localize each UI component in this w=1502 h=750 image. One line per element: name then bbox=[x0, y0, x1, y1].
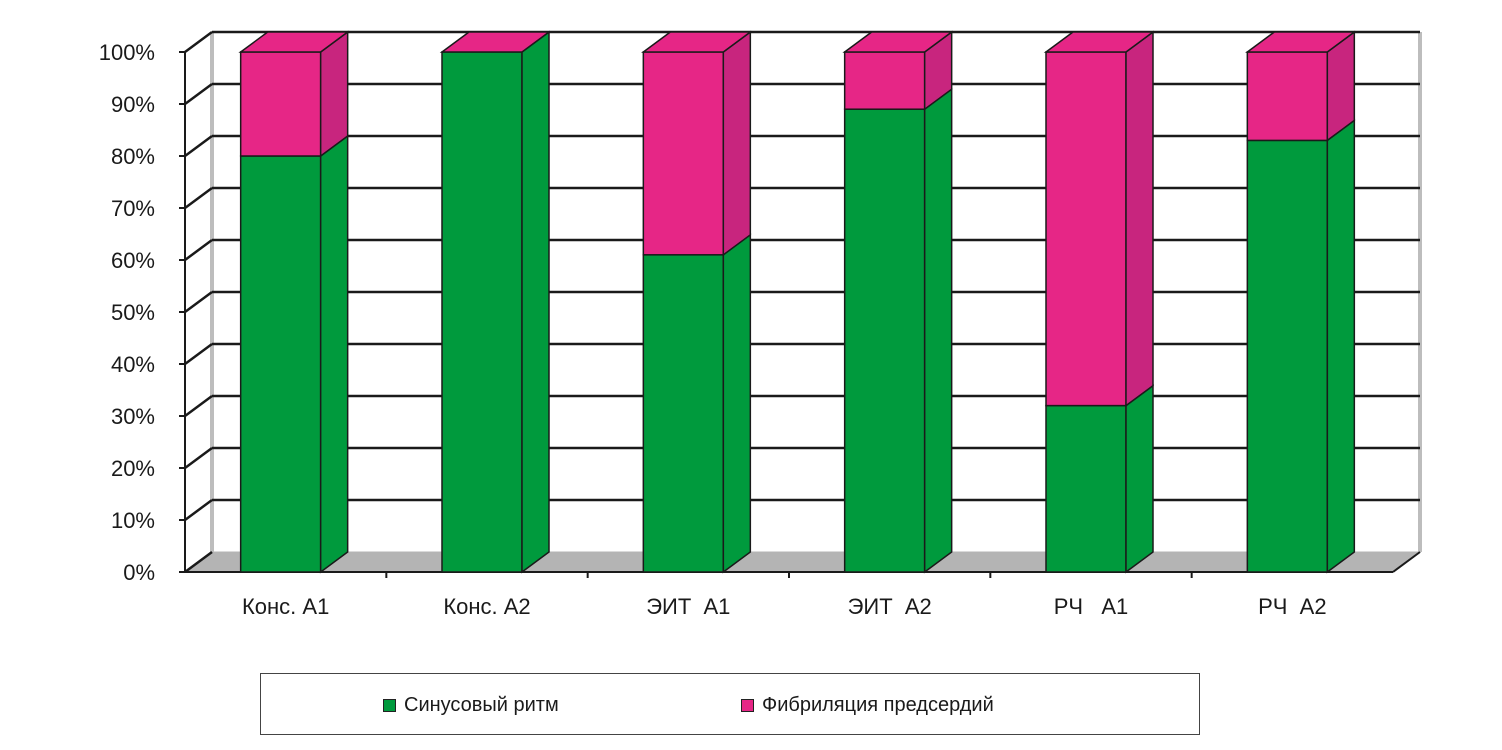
gridline-diagonal bbox=[184, 394, 213, 418]
chart-floor bbox=[183, 551, 1422, 573]
legend-label-af: Фибриляция предсердий bbox=[762, 694, 994, 716]
x-tick-label: ЭИТ А1 bbox=[646, 594, 730, 619]
y-tick-label: 40% bbox=[111, 352, 155, 377]
legend-swatch-sinus bbox=[383, 699, 396, 712]
gridline-diagonal bbox=[184, 342, 213, 366]
gridline-diagonal bbox=[184, 30, 213, 54]
gridline-diagonal bbox=[184, 82, 213, 106]
y-tick-label: 90% bbox=[111, 92, 155, 117]
bar-top-cap bbox=[842, 31, 954, 53]
y-tick-label: 70% bbox=[111, 196, 155, 221]
y-tick-label: 50% bbox=[111, 300, 155, 325]
bar-segment bbox=[239, 155, 322, 573]
bar-segment bbox=[843, 51, 926, 110]
bar-segment bbox=[1246, 139, 1329, 573]
y-tick-label: 0% bbox=[123, 560, 155, 585]
bar-segment bbox=[843, 108, 926, 573]
x-tick-label: Конс. А2 bbox=[443, 594, 530, 619]
bar-segment-side bbox=[1125, 384, 1154, 574]
chart-legend: Синусовый ритм Фибриляция предсердий bbox=[260, 673, 1200, 735]
bar-segment-side bbox=[722, 233, 752, 574]
gridline-diagonal bbox=[184, 290, 213, 314]
bar-segment bbox=[441, 51, 523, 573]
bar-segment bbox=[1246, 51, 1329, 142]
y-tick-label: 20% bbox=[111, 456, 155, 481]
x-axis-end bbox=[1392, 551, 1421, 573]
gridline-diagonal bbox=[184, 550, 213, 574]
bar-segment bbox=[642, 51, 725, 256]
bar-segment bbox=[239, 51, 322, 157]
y-tick-label: 10% bbox=[111, 508, 155, 533]
bar-segment-side bbox=[319, 30, 349, 158]
legend-swatch-af bbox=[741, 699, 754, 712]
y-tick-label: 80% bbox=[111, 144, 155, 169]
bar-segment bbox=[1045, 404, 1127, 573]
x-tick-label: Конс. А1 bbox=[242, 594, 329, 619]
legend-item-sinus: Синусовый ритм bbox=[383, 694, 559, 717]
gridline-diagonal bbox=[184, 186, 213, 210]
x-tick-label: РЧ А2 bbox=[1258, 594, 1326, 619]
bar-segment-side bbox=[1326, 118, 1356, 574]
gridline-diagonal bbox=[184, 446, 213, 470]
bar-segment-side bbox=[521, 30, 550, 574]
bar-top-cap bbox=[641, 31, 753, 53]
gridline-diagonal bbox=[184, 238, 213, 262]
x-tick-label: ЭИТ А2 bbox=[848, 594, 932, 619]
bar-segment-side bbox=[319, 134, 349, 574]
bar-segment-side bbox=[1125, 30, 1154, 408]
y-tick-label: 100% bbox=[99, 40, 155, 65]
y-tick-label: 60% bbox=[111, 248, 155, 273]
bar-segment bbox=[642, 254, 725, 573]
bar-segment-side bbox=[722, 30, 752, 257]
bar-segment-side bbox=[923, 87, 953, 574]
bar-top-cap bbox=[1245, 31, 1357, 53]
legend-label-sinus: Синусовый ритм bbox=[404, 694, 559, 716]
gridline-diagonal bbox=[184, 134, 213, 158]
gridline-diagonal bbox=[184, 498, 213, 522]
bar-top-cap bbox=[1043, 31, 1156, 53]
bar-top-cap bbox=[238, 31, 350, 53]
y-tick-label: 30% bbox=[111, 404, 155, 429]
x-tick-label: РЧ А1 bbox=[1054, 594, 1129, 619]
legend-item-af: Фибриляция предсердий bbox=[741, 694, 994, 717]
bar-segment bbox=[1045, 51, 1127, 407]
bar-top-cap bbox=[439, 31, 552, 53]
